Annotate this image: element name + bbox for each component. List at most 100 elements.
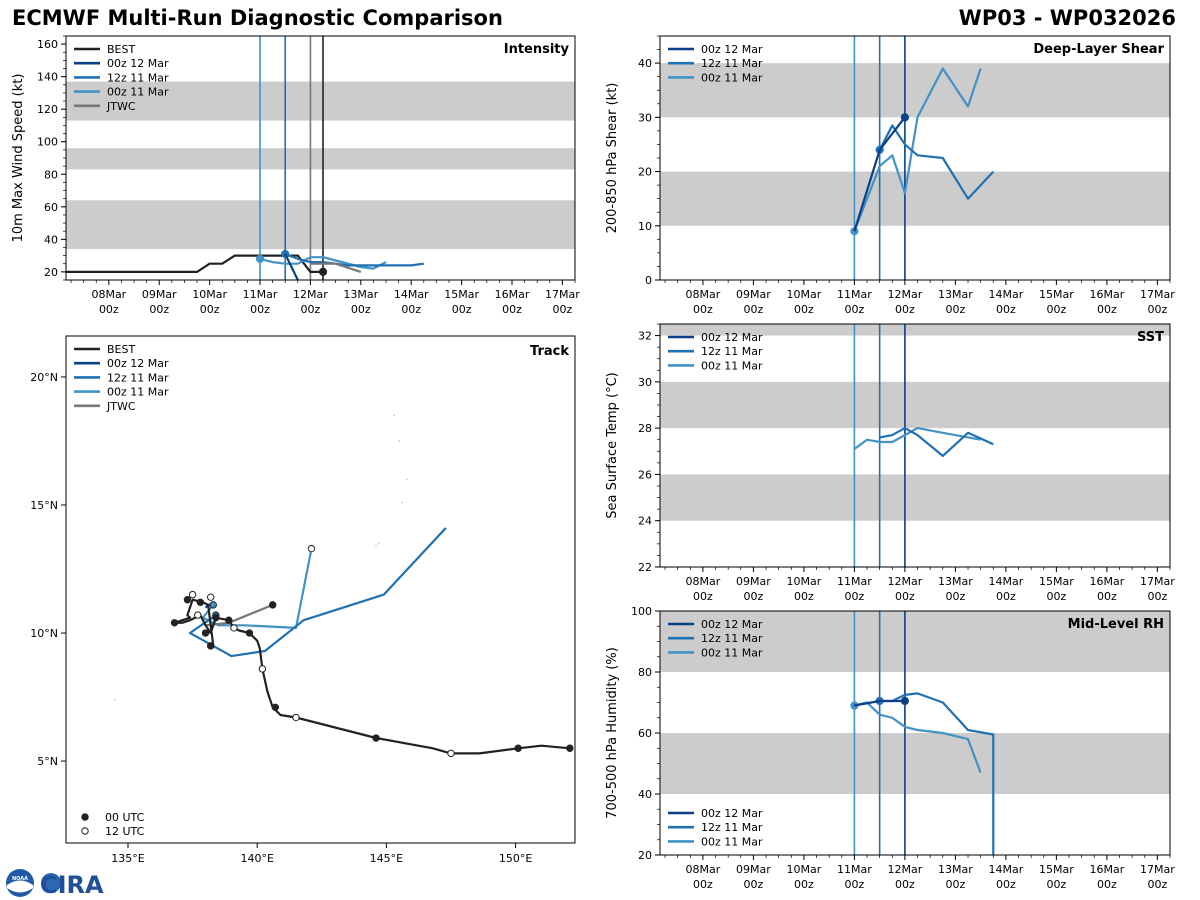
rh-xtick-hour: 00z [1046,878,1066,891]
track-ytick-label: 5°N [37,755,58,768]
intensity-ylabel: 10m Max Wind Speed (kt) [11,74,26,243]
shear-xtick-hour: 00z [794,303,814,316]
intensity-xtick-date: 13Mar [343,288,378,301]
sst-xtick-date: 10Mar [787,575,822,588]
track-position-marker [258,665,267,673]
intensity-xtick-date: 12Mar [293,288,328,301]
intensity-xtick-hour: 00z [149,303,169,316]
track-marker-legend-label: 12 UTC [105,825,145,838]
track-position-marker [230,624,238,632]
cira-logo-globe [41,873,61,893]
intensity-xtick-hour: 00z [200,303,220,316]
intensity-series-line [66,254,323,273]
sst-ylabel: Sea Surface Temp (°C) [605,372,620,519]
noaa-logo-text: NOAA [12,876,28,882]
sst-ytick-label: 24 [638,515,652,528]
shear-ytick-label: 30 [638,111,652,124]
intensity-legend-label: 00z 11 Mar [107,86,169,99]
intensity-series-line [310,262,362,273]
rh-series-line [854,701,982,773]
shear-series-group [850,67,995,236]
sst-threshold-band [660,381,1170,429]
intensity-ytick-label: 40 [44,233,58,246]
intensity-threshold-band [66,148,575,170]
sst-xtick-hour: 00z [845,590,865,603]
intensity-legend-label: 12z 11 Mar [107,71,169,84]
rh-threshold-band [660,733,1170,794]
shear-title: Deep-Layer Shear [1033,42,1164,57]
track-position-marker [225,616,233,624]
shear-xtick-date: 13Mar [938,288,973,301]
rh-xtick-hour: 00z [1097,878,1117,891]
track-xtick-label: 150°E [499,852,532,865]
sst-series-line [853,427,981,450]
intensity-series-marker [255,254,265,263]
track-xtick-label: 145°E [370,852,403,865]
track-ytick-label: 10°N [30,627,58,640]
rh-xtick-date: 17Mar [1140,863,1175,876]
shear-xtick-date: 08Mar [686,288,721,301]
track-title: Track [530,344,569,359]
cira-logo-text: CIRA [40,871,104,899]
shear-xtick-hour: 00z [895,303,915,316]
rh-xtick-hour: 00z [946,878,966,891]
shear-ytick-label: 10 [638,220,652,233]
rh-ytick-label: 40 [638,788,652,801]
sst-legend-label: 12z 11 Mar [701,345,763,358]
track-position-marker [170,619,179,627]
rh-xtick-hour: 00z [1147,878,1167,891]
shear-ytick-label: 0 [645,274,652,287]
shear-xtick-date: 12Mar [888,288,923,301]
rh-legend-label: 00z 11 Mar [701,646,763,659]
track-panel: 135°E 140°E 145°E 150°E 5°N 10°N 15°N 20°N Track… [30,335,576,865]
intensity-ytick-label: 60 [44,201,58,214]
shear-ytick-label: 40 [638,57,652,70]
track-series-line [188,527,447,658]
sst-panel: 22 24 26 28 30 32 08Mar 00z 09Mar 00z 10Mar 00z 11Ma… [605,323,1175,603]
track-position-marker [514,744,522,752]
shear-xtick-hour: 00z [1097,303,1117,316]
intensity-series-line [259,256,387,270]
shear-xtick-date: 16Mar [1089,288,1124,301]
track-island [393,414,395,417]
shear-xtick-date: 17Mar [1140,288,1175,301]
track-position-marker [183,596,192,604]
shear-xtick-date: 15Mar [1039,288,1074,301]
rh-series-group [850,692,995,855]
intensity-threshold-band [66,81,575,121]
intensity-title: Intensity [504,42,570,57]
track-position-marker [212,613,220,622]
shear-xtick-hour: 00z [946,303,966,316]
rh-xtick-date: 16Mar [1089,863,1124,876]
intensity-xtick-hour: 00z [301,303,321,316]
intensity-series-line [284,252,424,267]
sst-legend-label: 00z 11 Mar [701,359,763,372]
sst-series-line [879,427,994,457]
sst-xtick-date: 17Mar [1140,575,1175,588]
shear-threshold-band [660,63,1170,118]
shear-legend-label: 00z 12 Mar [701,43,763,56]
rh-xtick-hour: 00z [744,878,764,891]
sst-ytick-label: 32 [638,330,652,343]
shear-ylabel: 200-850 hPa Shear (kt) [605,83,620,234]
shear-xtick-hour: 00z [693,303,713,316]
intensity-xtick-date: 14Mar [394,288,429,301]
rh-ytick-label: 60 [638,727,652,740]
sst-ytick-label: 28 [638,422,652,435]
rh-ytick-label: 20 [638,849,652,862]
sst-xtick-hour: 00z [1046,590,1066,603]
rh-xtick-date: 12Mar [888,863,923,876]
shear-xtick-hour: 00z [744,303,764,316]
track-position-marker [201,629,210,637]
sst-title: SST [1137,330,1164,345]
rh-xtick-hour: 00z [996,878,1016,891]
rh-series-marker [900,696,910,706]
shear-xtick-hour: 00z [845,303,865,316]
sst-frame [659,323,1171,568]
shear-xtick-hour: 00z [996,303,1016,316]
rh-legend-label: 12z 11 Mar [701,632,763,645]
track-ytick-label: 15°N [30,499,58,512]
sst-xtick-date: 16Mar [1089,575,1124,588]
track-marker-legend-symbol [81,813,89,821]
